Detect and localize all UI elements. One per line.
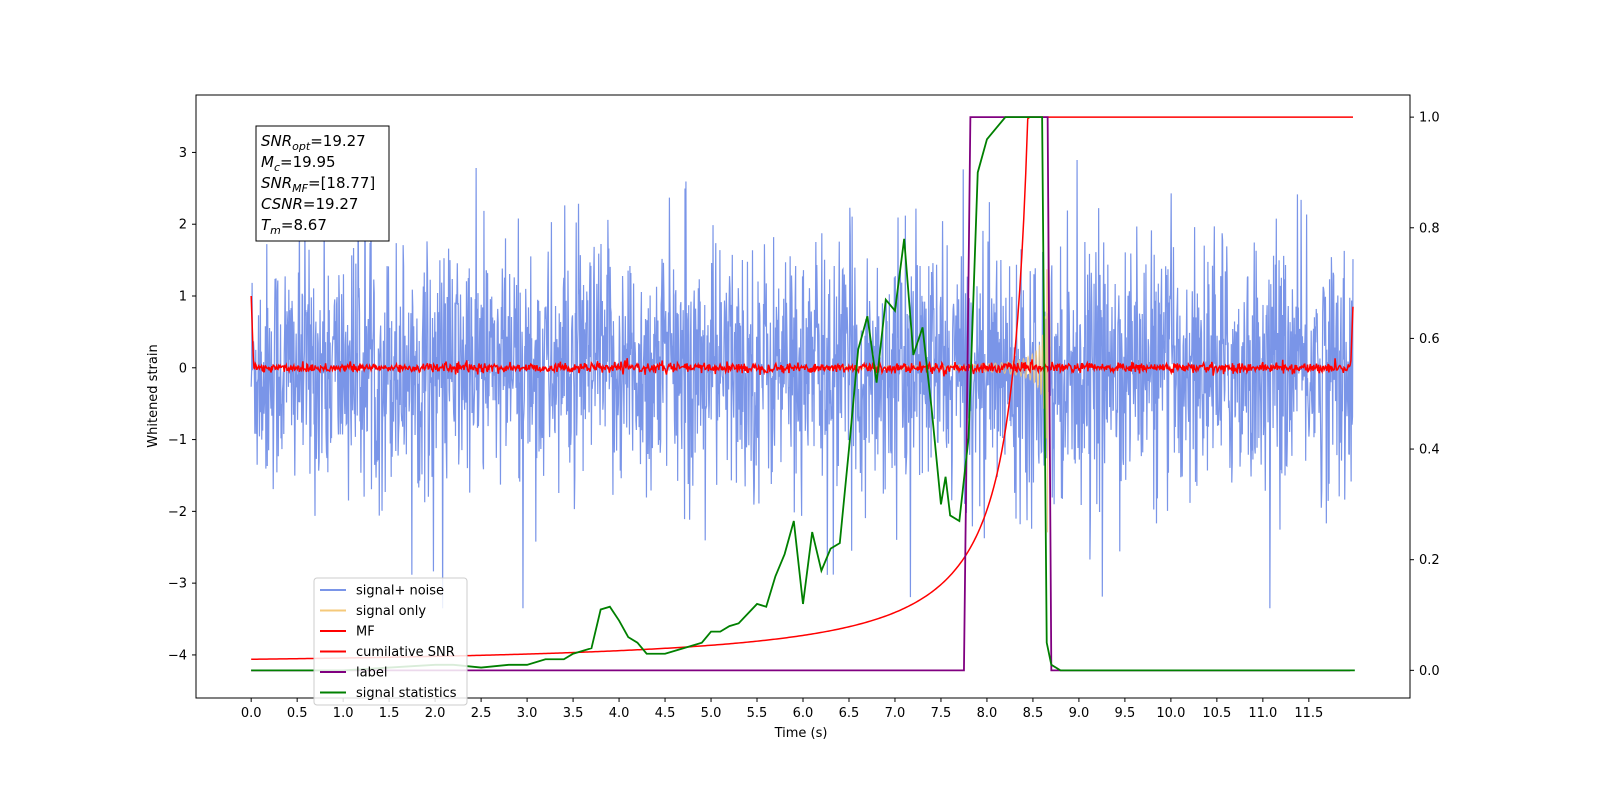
metrics-info-box: SNRopt=19.27Mc=19.95SNRMF=[18.77]CSNR=19… — [255, 125, 390, 242]
y-tick-label: −2 — [168, 505, 187, 520]
y-tick-label: −4 — [168, 648, 187, 663]
y2-tick-label: 0.4 — [1419, 443, 1440, 458]
x-tick-label: 4.0 — [609, 706, 630, 721]
y-tick-label: 2 — [179, 218, 187, 233]
y2-tick-label: 0.2 — [1419, 553, 1440, 568]
y-tick-label: 0 — [179, 361, 187, 376]
info-box-line: Mc=19.95 — [261, 153, 336, 174]
legend-label: signal statistics — [356, 686, 457, 701]
legend-label: signal+ noise — [356, 584, 444, 599]
x-tick-label: 3.0 — [517, 706, 538, 721]
legend-label: label — [356, 666, 387, 681]
x-axis-label: Time (s) — [774, 726, 828, 741]
y2-tick-label: 0.6 — [1419, 332, 1440, 347]
info-box-line: CSNR=19.27 — [261, 195, 358, 213]
x-tick-label: 11.0 — [1248, 706, 1277, 721]
x-tick-label: 10.5 — [1202, 706, 1231, 721]
x-tick-label: 2.5 — [471, 706, 492, 721]
x-tick-label: 0.0 — [241, 706, 262, 721]
series-signal-noise — [250, 135, 1354, 609]
y-tick-label: −1 — [168, 433, 187, 448]
y-tick-label: −3 — [168, 577, 187, 592]
x-axis: 0.0 0.5 1.0 1.5 2.0 2.5 3.0 3.5 4.0 4.5 5.0 5.5 6.0 6… — [241, 698, 1323, 721]
x-tick-label: 6.0 — [793, 706, 814, 721]
series-signal-statistics — [251, 116, 1355, 672]
info-box-line: Tm=8.67 — [261, 216, 327, 237]
x-tick-label: 2.0 — [425, 706, 446, 721]
y-axis-label: Whitened strain — [146, 344, 161, 447]
x-tick-label: 0.5 — [287, 706, 308, 721]
x-tick-label: 6.5 — [839, 706, 860, 721]
y-tick-label: 3 — [179, 146, 187, 161]
x-tick-label: 7.0 — [885, 706, 906, 721]
info-box-line: SNRopt=19.27 — [261, 132, 366, 153]
x-tick-label: 1.0 — [333, 706, 354, 721]
x-tick-label: 8.5 — [1023, 706, 1044, 721]
x-tick-label: 1.5 — [379, 706, 400, 721]
y2-tick-label: 1.0 — [1419, 111, 1440, 126]
x-tick-label: 9.0 — [1069, 706, 1090, 721]
series-mf — [250, 295, 1354, 377]
legend-label: signal only — [356, 604, 426, 619]
x-tick-label: 10.0 — [1156, 706, 1185, 721]
x-tick-label: 5.0 — [701, 706, 722, 721]
y-axis-right: 1.0 0.8 0.6 0.4 0.2 0.0 — [1410, 111, 1440, 679]
legend: signal+ noise signal only MF cumilative SNR… — [313, 577, 468, 706]
y2-tick-label: 0.8 — [1419, 221, 1440, 236]
legend-frame — [313, 577, 468, 706]
legend-label: cumilative SNR — [356, 645, 455, 660]
y2-tick-label: 0.0 — [1419, 664, 1440, 679]
y-tick-label: 1 — [179, 290, 187, 305]
x-tick-label: 5.5 — [747, 706, 768, 721]
x-tick-label: 8.0 — [977, 706, 998, 721]
x-tick-label: 9.5 — [1115, 706, 1136, 721]
info-box-line: SNRMF=[18.77] — [261, 174, 375, 195]
x-tick-label: 4.5 — [655, 706, 676, 721]
info-box-frame — [255, 125, 390, 242]
legend-label: MF — [356, 625, 375, 640]
y-axis-left: 3 2 1 0 −1 −2 −3 −4 — [168, 146, 196, 663]
x-tick-label: 7.5 — [931, 706, 952, 721]
x-tick-label: 11.5 — [1294, 706, 1323, 721]
x-tick-label: 3.5 — [563, 706, 584, 721]
